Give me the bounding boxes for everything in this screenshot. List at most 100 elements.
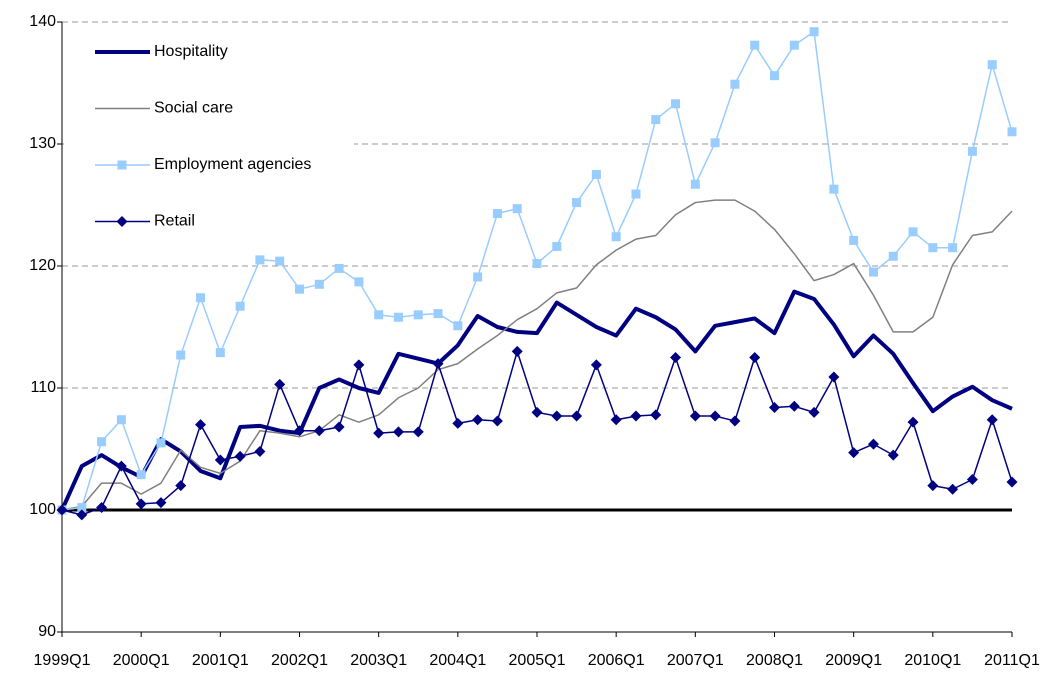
legend-label: Social care [154, 100, 233, 117]
marker [492, 209, 502, 219]
series [57, 27, 1017, 515]
marker [987, 60, 997, 70]
marker [986, 414, 998, 426]
legend-marker [117, 160, 127, 170]
y-tick-label: 140 [29, 13, 56, 30]
marker [115, 460, 127, 472]
y-tick-label: 90 [38, 623, 56, 640]
marker [453, 321, 463, 331]
marker [590, 359, 602, 371]
marker [552, 241, 562, 251]
marker [136, 470, 146, 480]
marker [313, 425, 325, 437]
marker [77, 503, 87, 513]
x-tick-label: 2009Q1 [825, 652, 882, 669]
series-line [61, 199, 1013, 511]
marker [808, 406, 820, 418]
legend-background [64, 24, 354, 150]
marker [750, 40, 760, 50]
marker [413, 310, 423, 320]
marker [948, 243, 958, 253]
marker [849, 235, 859, 245]
marker [116, 415, 126, 425]
marker [295, 284, 304, 294]
marker [275, 256, 285, 266]
marker [373, 427, 385, 439]
marker [809, 27, 819, 37]
marker [196, 293, 206, 303]
marker [729, 415, 741, 427]
marker [868, 267, 878, 277]
marker [789, 40, 799, 50]
marker [611, 232, 621, 242]
marker [867, 438, 879, 450]
marker [333, 421, 345, 433]
legend-label: Employment agencies [154, 156, 311, 173]
marker [235, 301, 245, 311]
marker [334, 263, 344, 273]
marker [215, 348, 225, 358]
marker [610, 414, 622, 426]
marker [234, 450, 246, 462]
y-tick-label: 120 [29, 257, 56, 274]
series [61, 199, 1013, 511]
marker [907, 416, 919, 428]
marker [532, 259, 542, 269]
marker [888, 251, 898, 261]
marker [887, 449, 899, 461]
x-tick-label: 2007Q1 [667, 652, 724, 669]
x-tick-label: 2001Q1 [192, 652, 249, 669]
y-tick-label: 110 [30, 379, 56, 396]
legend-label: Retail [154, 213, 195, 230]
marker [135, 498, 147, 510]
marker [769, 402, 780, 414]
marker [710, 138, 720, 148]
marker [908, 227, 918, 237]
marker [1007, 127, 1017, 137]
marker [353, 359, 365, 371]
marker [591, 170, 601, 179]
marker [97, 437, 107, 447]
x-tick-label: 2000Q1 [113, 652, 170, 669]
marker [511, 345, 523, 357]
marker [254, 445, 266, 457]
marker [354, 277, 364, 287]
y-tick-label: 100 [29, 501, 56, 518]
marker [176, 350, 186, 360]
marker [392, 426, 404, 438]
marker [690, 179, 700, 189]
marker [927, 480, 939, 492]
marker [967, 146, 977, 156]
y-tick-label: 130 [29, 135, 56, 152]
marker [195, 419, 207, 431]
marker [175, 480, 187, 492]
marker [571, 410, 583, 422]
marker [770, 71, 779, 81]
marker [749, 352, 761, 363]
marker [709, 410, 721, 422]
marker [512, 204, 522, 214]
marker [96, 502, 108, 514]
marker [651, 115, 661, 125]
marker [572, 198, 582, 208]
marker [650, 409, 662, 421]
marker [689, 410, 701, 422]
marker [473, 272, 483, 282]
marker [452, 417, 464, 429]
x-tick-label: 2002Q1 [271, 652, 328, 669]
series-line [61, 350, 1013, 516]
x-tick-label: 2011Q1 [984, 652, 1040, 669]
marker [788, 400, 800, 412]
legend-marker [116, 216, 128, 227]
x-tick-label: 2010Q1 [904, 652, 961, 669]
marker [630, 410, 642, 422]
marker [828, 371, 840, 383]
marker [551, 410, 563, 422]
marker [671, 99, 681, 109]
x-tick-label: 2008Q1 [746, 652, 803, 669]
marker [274, 378, 286, 390]
series [56, 345, 1018, 521]
series [60, 289, 1013, 511]
marker [76, 509, 88, 521]
